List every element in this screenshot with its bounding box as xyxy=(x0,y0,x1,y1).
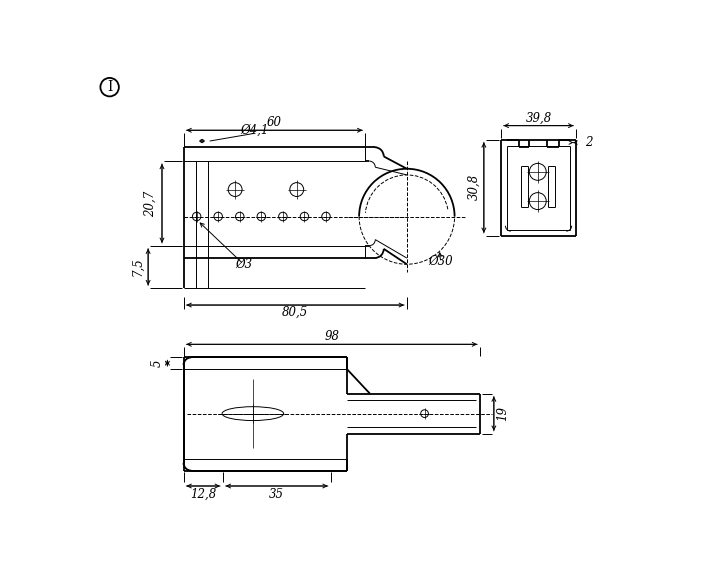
Text: 19: 19 xyxy=(497,406,510,421)
Text: Ø30: Ø30 xyxy=(428,254,453,268)
Text: 7,5: 7,5 xyxy=(131,257,144,276)
Text: 80,5: 80,5 xyxy=(282,307,308,319)
Text: 30,8: 30,8 xyxy=(467,174,481,201)
Text: 35: 35 xyxy=(269,488,284,501)
Text: Ø3: Ø3 xyxy=(235,258,252,271)
Text: 2: 2 xyxy=(585,136,593,149)
Text: 5: 5 xyxy=(151,359,164,367)
Text: 98: 98 xyxy=(324,330,340,343)
Text: 20,7: 20,7 xyxy=(144,190,157,216)
Text: Ø4,1: Ø4,1 xyxy=(240,124,268,137)
Text: I: I xyxy=(107,80,112,94)
Text: 60: 60 xyxy=(267,116,282,129)
Text: 39,8: 39,8 xyxy=(526,111,552,125)
Text: 12,8: 12,8 xyxy=(190,488,216,501)
